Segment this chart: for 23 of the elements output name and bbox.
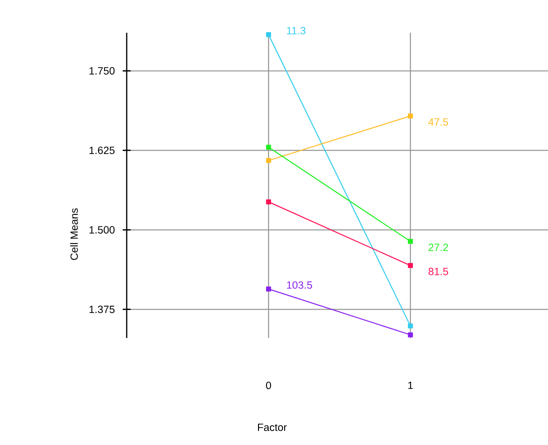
point (408, 323, 413, 328)
point (266, 286, 272, 292)
x-tick-label: 1 (408, 382, 413, 389)
series-label: 11.3 (287, 26, 306, 34)
point (266, 144, 272, 150)
point (266, 32, 272, 38)
y-tick-label: 1.500 (90, 226, 115, 234)
series-label: 47.5 (428, 118, 448, 126)
series-label: 81.5 (428, 268, 448, 276)
y-tick-label: 1.750 (90, 67, 115, 75)
point (266, 158, 272, 164)
point (266, 199, 272, 204)
series-label: 27.2 (428, 244, 448, 251)
x-axis-title: Factor (258, 424, 287, 432)
y-tick-label: 1.625 (90, 146, 115, 154)
y-axis-title: Cell Means (70, 208, 78, 260)
point (408, 114, 413, 119)
point (408, 238, 413, 244)
x-tick-label: 0 (266, 382, 272, 390)
point (408, 262, 413, 268)
series-label: 103.5 (287, 281, 312, 289)
y-tick-label: 1.375 (90, 306, 115, 314)
point (408, 332, 413, 338)
